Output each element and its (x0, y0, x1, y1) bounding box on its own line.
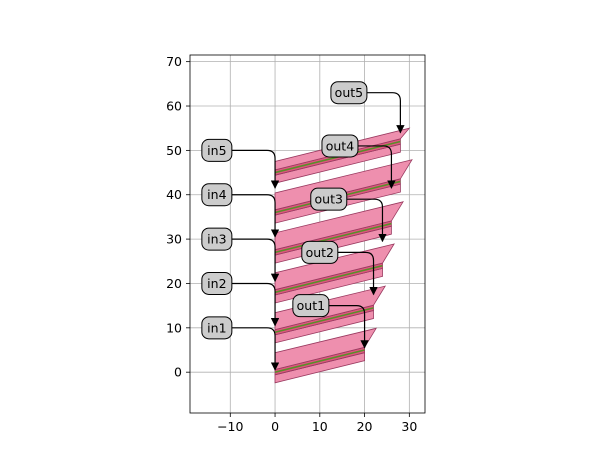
port-label-out2: out2 (306, 245, 334, 260)
y-tick-label: 0 (174, 365, 182, 380)
port-label-in2: in2 (207, 276, 226, 291)
port-label-out3: out3 (315, 192, 343, 207)
plot-frame (189, 54, 426, 414)
port-label-out5: out5 (335, 85, 363, 100)
port-label-box-in2 (201, 271, 233, 295)
port-label-out1: out1 (297, 298, 325, 313)
port-label-box-out3 (310, 187, 348, 211)
port-arrow-out4 (357, 145, 396, 189)
port-label-in1: in1 (207, 320, 226, 335)
port-arrows (231, 92, 405, 371)
port-arrow-in5 (231, 149, 280, 189)
waveguide-core (274, 307, 374, 334)
port-arrow-in1 (231, 327, 280, 371)
waveguide-core (274, 222, 392, 254)
y-tick-label: 50 (166, 143, 182, 158)
port-label-box-in3 (201, 227, 233, 251)
port-arrow-out2 (337, 251, 378, 296)
waveguide-core (274, 349, 365, 373)
port-labels: in1 in2 in3 in4 in5 out1 out2 out3 out4 out5 (201, 81, 368, 340)
x-axis-ticks: −10 0 10 20 30 (217, 413, 417, 434)
y-axis-ticks: 0 10 20 30 40 50 60 70 (166, 54, 190, 380)
y-tick-label: 10 (166, 320, 182, 335)
waveguide-core (274, 264, 383, 294)
port-label-out4: out4 (326, 138, 354, 153)
port-label-in3: in3 (207, 232, 226, 247)
waveguide-cladding-upper (274, 201, 404, 251)
port-label-box-in1 (201, 316, 233, 340)
port-arrow-in3 (231, 238, 280, 283)
y-tick-label: 30 (166, 232, 182, 247)
y-tick-label: 40 (166, 187, 182, 202)
port-arrow-out5 (366, 92, 405, 134)
x-tick-label: 10 (312, 419, 328, 434)
port-arrow-out3 (346, 198, 387, 243)
port-label-box-in4 (201, 183, 233, 207)
x-tick-label: −10 (217, 419, 243, 434)
port-arrow-in4 (231, 194, 280, 238)
port-label-box-out5 (330, 81, 368, 105)
port-label-box-out4 (321, 134, 359, 158)
port-label-box-in5 (201, 138, 233, 162)
port-arrow-in2 (231, 282, 280, 327)
port-arrow-out1 (328, 305, 369, 349)
x-tick-label: 20 (357, 419, 373, 434)
y-tick-label: 70 (166, 54, 182, 69)
port-label-in4: in4 (207, 187, 226, 202)
x-tick-label: 30 (401, 419, 417, 434)
waveguide-cladding-upper (274, 159, 413, 211)
port-label-box-out2 (301, 240, 339, 264)
y-tick-label: 20 (166, 276, 182, 291)
port-label-in5: in5 (207, 143, 226, 158)
port-label-box-out1 (292, 294, 330, 318)
y-tick-label: 60 (166, 99, 182, 114)
x-tick-label: 0 (271, 419, 279, 434)
